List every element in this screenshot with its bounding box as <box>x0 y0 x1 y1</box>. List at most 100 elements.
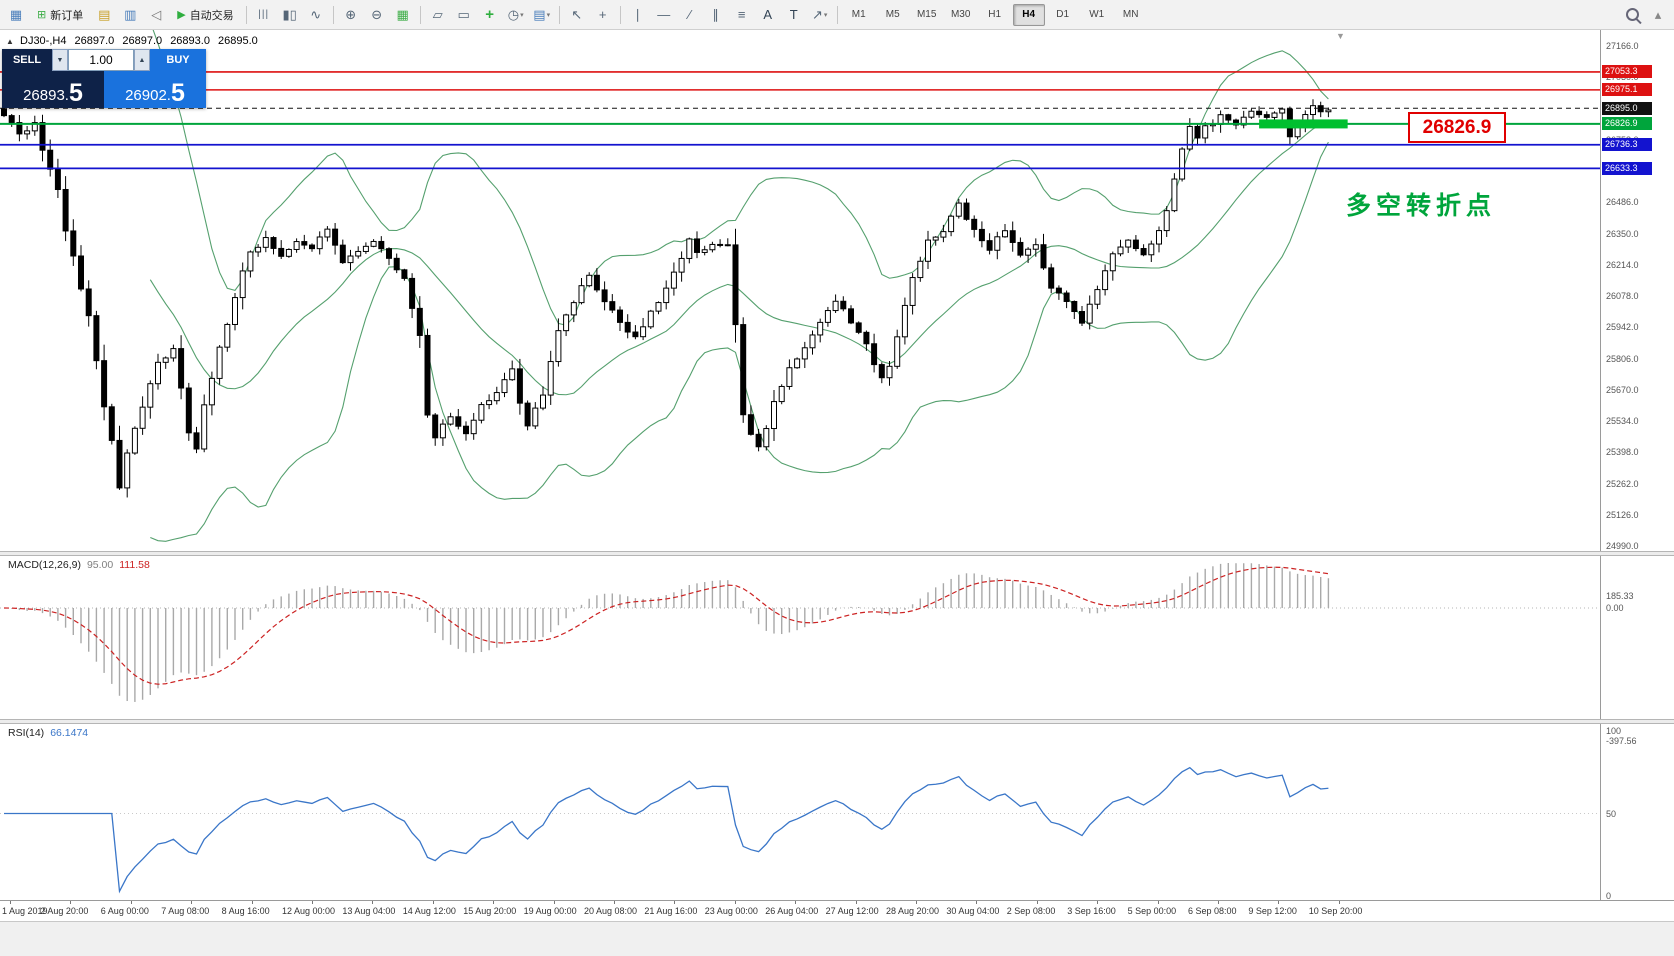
time-label: 7 Aug 08:00 <box>161 906 210 916</box>
time-label: 10 Sep 20:00 <box>1308 906 1363 916</box>
timeframe-h4[interactable]: H4 <box>1012 3 1045 26</box>
time-tick <box>70 901 72 904</box>
line-chart-icon[interactable]: ∿ <box>310 6 322 22</box>
periods-icon[interactable]: ◷ ▾ <box>507 6 524 22</box>
templates-icon[interactable]: ▤ ▾ <box>533 6 551 22</box>
arrange-windows-icon[interactable]: ▭ <box>457 6 470 22</box>
buy-price[interactable]: 26902. 5 <box>104 71 206 108</box>
rsi-title: RSI(14) 66.1474 <box>8 727 89 739</box>
time-tick <box>976 901 978 904</box>
sound-alert-icon[interactable]: ◁ <box>151 6 162 22</box>
one-click-collapse-icon[interactable]: ▲ <box>6 37 14 46</box>
toolbar-collapse-icon[interactable]: ▴ <box>1654 6 1662 22</box>
time-tick <box>1338 901 1340 904</box>
price-tick: 25942.0 <box>1606 322 1639 333</box>
time-label: 5 Sep 00:00 <box>1127 906 1177 916</box>
time-tick <box>674 901 676 904</box>
time-label: 30 Aug 04:00 <box>946 906 1000 916</box>
symbol-timeframe-label: DJ30-,H4 <box>20 35 67 47</box>
time-label: 1 Aug 2019 <box>2 906 48 916</box>
lot-size-input[interactable] <box>68 49 134 71</box>
market-watch-icon[interactable]: ▤ <box>98 6 111 22</box>
macd-axis-label: 0.00 <box>1606 603 1624 613</box>
price-callout-box[interactable]: 26826.9 <box>1408 112 1506 143</box>
bar-chart-icon[interactable]: ||| <box>258 9 270 20</box>
lot-dropdown-icon[interactable]: ▼ <box>52 49 68 71</box>
data-window-icon[interactable]: ▥ <box>124 6 137 22</box>
time-label: 9 Sep 12:00 <box>1248 906 1297 916</box>
rsi-splitter[interactable] <box>0 719 1674 724</box>
sell-button[interactable]: SELL <box>2 49 52 71</box>
price-tick: 26350.0 <box>1606 228 1639 239</box>
price-tick: 26486.0 <box>1606 197 1639 208</box>
indicators-icon[interactable]: + <box>485 6 495 23</box>
chart-window-icon[interactable]: ▦ <box>9 6 23 22</box>
zoom-in-icon[interactable]: ⊕ <box>345 6 357 22</box>
fibonacci-icon[interactable]: ≡ <box>737 7 746 22</box>
macd-splitter[interactable] <box>0 551 1674 556</box>
lot-increase-icon[interactable]: ▲ <box>134 49 150 71</box>
main-toolbar: ▦ ⊞ 新订单 ▤ ▥ ◁ ▶ 自动交易 ||| ▮▯ ∿ ⊕ ⊖ ▦ ▱ ▭ + ◷ ▾ ▤ ▾ ↖ + ∣ ― ∕ ∥ ≡ A T ↗ ▾… <box>0 0 1674 30</box>
time-label: 8 Aug 16:00 <box>221 906 270 916</box>
time-tick <box>916 901 917 904</box>
macd-title: MACD(12,26,9) 95.00 111.58 <box>8 559 150 571</box>
time-tick <box>130 901 132 904</box>
time-label: 3 Sep 16:00 <box>1067 906 1116 916</box>
trendline-icon[interactable]: ∕ <box>688 7 691 22</box>
buy-button[interactable]: BUY <box>150 49 206 71</box>
timeframe-mn[interactable]: MN <box>1122 9 1139 20</box>
chart-shift-marker-icon[interactable]: ▼ <box>1336 31 1345 41</box>
timeframe-m30[interactable]: M30 <box>950 9 971 20</box>
time-label: 20 Aug 08:00 <box>584 906 638 916</box>
time-tick <box>734 901 736 904</box>
macd-axis-label: -397.56 <box>1606 736 1637 746</box>
timeframe-d1[interactable]: D1 <box>1056 9 1070 20</box>
time-label: 23 Aug 00:00 <box>704 906 758 916</box>
timeframe-w1[interactable]: W1 <box>1089 9 1105 20</box>
close-value: 26895.0 <box>218 35 258 47</box>
search-icon[interactable] <box>1620 3 1644 27</box>
macd-signal-value: 111.58 <box>119 559 150 571</box>
text-icon[interactable]: A <box>763 7 773 22</box>
time-tick <box>1036 901 1038 904</box>
equidistant-channel-icon[interactable]: ∥ <box>712 6 719 22</box>
chart-annotation-text[interactable]: 多空转折点 <box>1346 192 1497 220</box>
price-axis[interactable]: 27166.027030.026894.026758.026622.026486… <box>1601 30 1674 901</box>
time-label: 2 Aug 20:00 <box>40 906 89 916</box>
timeframe-m1[interactable]: M1 <box>851 9 866 20</box>
time-tick <box>795 901 797 904</box>
new-order-button[interactable]: ⊞ 新订单 <box>37 9 84 22</box>
time-axis[interactable]: 1 Aug 2019 2 Aug 20:00 6 Aug 00:00 7 Aug 08… <box>0 900 1674 921</box>
text-label-icon[interactable]: T <box>789 7 798 22</box>
time-tick <box>1157 901 1159 904</box>
zoom-out-icon[interactable]: ⊖ <box>371 6 383 22</box>
cursor-icon[interactable]: ↖ <box>571 6 583 22</box>
arrows-icon[interactable]: ↗ ▾ <box>811 6 828 22</box>
price-level-tag: 26975.1 <box>1602 83 1652 97</box>
cascade-windows-icon[interactable]: ▱ <box>432 6 443 22</box>
price-level-tag: 27053.3 <box>1602 65 1652 79</box>
crosshair-icon[interactable]: + <box>598 7 607 22</box>
open-value: 26897.0 <box>74 35 115 47</box>
price-tick: 25670.0 <box>1606 384 1639 395</box>
sell-price[interactable]: 26893. 5 <box>2 71 104 108</box>
time-label: 6 Sep 08:00 <box>1188 906 1237 916</box>
auto-trading-button[interactable]: ▶ 自动交易 <box>177 9 234 22</box>
timeframe-m5[interactable]: M5 <box>885 9 900 20</box>
price-tick: 26214.0 <box>1606 259 1639 270</box>
time-label: 15 Aug 20:00 <box>463 906 517 916</box>
price-tick: 26078.0 <box>1606 291 1639 301</box>
candlestick-chart-icon[interactable]: ▮▯ <box>282 6 297 22</box>
window-bottom-strip <box>0 921 1674 956</box>
time-tick <box>372 901 374 904</box>
horizontal-line-icon[interactable]: ― <box>657 7 671 22</box>
vertical-line-icon[interactable]: ∣ <box>634 6 641 22</box>
rsi-value: 66.1474 <box>50 727 89 739</box>
toolbar-separator <box>836 5 838 24</box>
price-tick: 25126.0 <box>1606 509 1639 520</box>
timeframe-m15[interactable]: M15 <box>916 9 937 20</box>
timeframe-h1[interactable]: H1 <box>988 9 1002 20</box>
tile-windows-icon[interactable]: ▦ <box>396 6 409 22</box>
